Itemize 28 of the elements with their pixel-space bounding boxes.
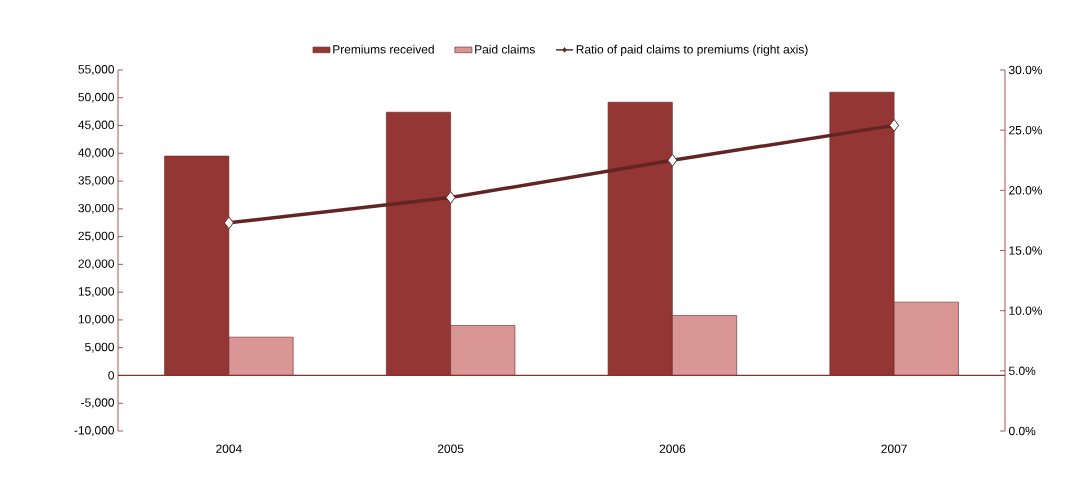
y-tick-label: 40,000 <box>78 148 115 159</box>
y-tick-label: 35,000 <box>78 176 115 187</box>
x-tick-label: 2004 <box>216 444 242 453</box>
x-tick-label: 2007 <box>881 444 907 453</box>
y2-tick-label: 25.0% <box>1009 125 1042 135</box>
legend-label: Paid claims <box>475 44 535 54</box>
y-tick-label: 45,000 <box>78 120 115 131</box>
y-tick-label: 10,000 <box>78 314 115 325</box>
y-tick-label: 15,000 <box>78 287 115 298</box>
x-tick-label: 2006 <box>659 444 686 453</box>
y-tick-label: -10,000 <box>74 426 115 436</box>
y-tick-label: 50,000 <box>78 92 115 103</box>
y-tick-label: 0 <box>108 371 115 380</box>
y-tick-label: 30,000 <box>78 203 115 214</box>
x-tick-label: 2005 <box>437 444 464 453</box>
y-tick-label: 55,000 <box>78 65 115 75</box>
y2-tick-label: 10.0% <box>1009 306 1042 315</box>
y2-tick-label: 5.0% <box>1009 366 1036 376</box>
legend-label: Ratio of paid claims to premiums (right axis) <box>576 44 808 56</box>
y-tick-label: 5,000 <box>85 342 115 353</box>
y-tick-label: -5,000 <box>81 398 115 409</box>
y2-tick-label: 15.0% <box>1009 246 1042 255</box>
y2-tick-label: 0.0% <box>1009 426 1036 436</box>
legend-label: Premiums received <box>333 44 434 54</box>
y-tick-label: 20,000 <box>78 259 115 270</box>
y2-tick-label: 30.0% <box>1008 65 1042 75</box>
y2-tick-label: 20.0% <box>1009 186 1042 195</box>
y-tick-label: 25,000 <box>78 231 115 242</box>
